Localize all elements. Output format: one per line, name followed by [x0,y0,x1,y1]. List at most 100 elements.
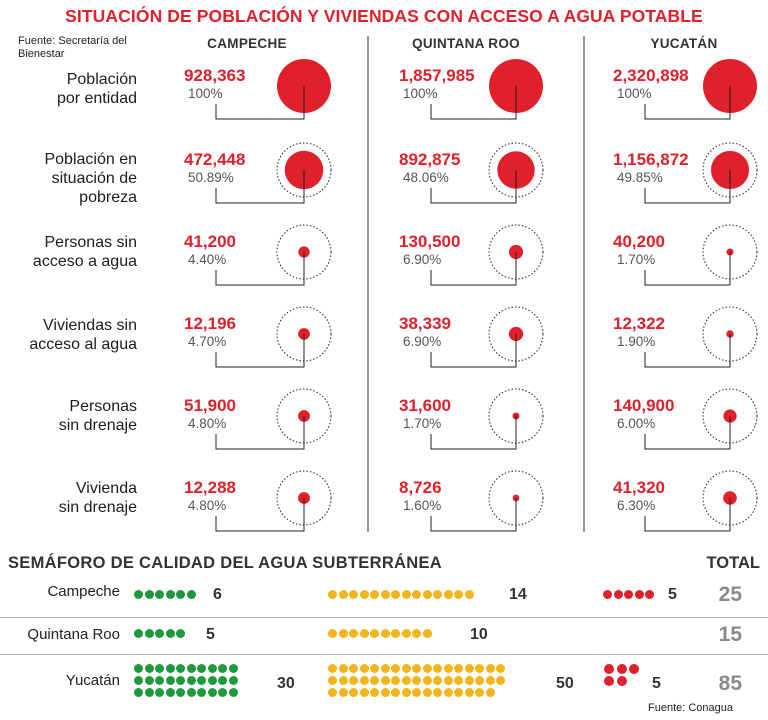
semaforo-dot-green [176,688,185,697]
percent-yucatan: 100% [617,86,652,101]
semaforo-dot-green [218,664,227,673]
semaforo-dot-yellow [380,676,390,685]
semaforo-dot-yellow [380,590,390,599]
semaforo-dot-yellow [422,676,432,685]
value-campeche: 472,448 [184,150,246,169]
bubble-graphic [215,59,758,532]
semaforo-dot-green [134,664,143,673]
semaforo-dot-yellow [391,688,400,697]
column-divider [583,36,585,532]
semaforo-dot-yellow [475,688,484,697]
semaforo-count-green: 30 [277,675,295,692]
semaforo-dot-green [186,590,196,599]
semaforo-dot-yellow [422,664,432,673]
percent-quintana-roo: 48.06% [403,170,449,185]
semaforo-count-green: 6 [213,586,222,603]
semaforo-dot-yellow [475,676,484,685]
percent-quintana-roo: 100% [403,86,438,101]
semaforo-dot-green [165,664,175,673]
percent-campeche: 4.40% [188,252,227,267]
row-label: Personas sin drenaje [58,398,137,434]
semaforo-dot-yellow [443,590,453,599]
semaforo-dot-yellow [328,629,337,638]
column-header-yucatan: YUCATÁN [650,36,718,51]
row-label: Población en situación de pobreza [44,151,137,206]
semaforo-total: 15 [718,623,742,646]
semaforo-dot-green [134,629,143,638]
semaforo-dot-yellow [391,664,400,673]
row-divider [0,617,768,618]
semaforo-dot-green [176,676,185,685]
semaforo-dot-yellow [338,676,348,685]
semaforo-dot-green [144,688,154,697]
semaforo-dot-yellow [412,664,421,673]
semaforo-dot-yellow [349,590,358,599]
semaforo-count-yellow: 50 [556,675,574,692]
semaforo-dot-yellow [401,629,411,638]
semaforo-dot-yellow [338,629,348,638]
semaforo-dot-green [155,688,164,697]
semaforo-dot-green [228,676,238,685]
percent-quintana-roo: 1.70% [403,416,442,431]
semaforo-dot-red [629,664,639,674]
semaforo-dot-yellow [496,664,505,673]
value-yucatan: 140,900 [613,396,675,415]
leader-line [430,498,517,532]
row-label: Personas sin acceso a agua [32,234,137,270]
value-yucatan: 2,320,898 [613,66,689,85]
semaforo-dot-yellow [328,664,337,673]
semaforo-state-campeche: Campeche [47,583,120,600]
semaforo-dot-yellow [380,664,390,673]
semaforo-dot-green [155,629,164,638]
semaforo-dot-green [186,676,196,685]
semaforo-dot-yellow [443,664,453,673]
semaforo-dot-yellow [370,688,379,697]
percent-yucatan: 1.90% [617,334,656,349]
semaforo-dot-yellow [328,676,337,685]
semaforo-dot-red [616,664,627,674]
semaforo-dot-yellow [338,590,348,599]
semaforo-dot-green [134,688,143,697]
semaforo-dot-green [144,664,154,673]
semaforo-dot-green [197,664,206,673]
semaforo-dot-yellow [401,688,411,697]
leader-line [644,498,731,532]
semaforo-dot-yellow [391,590,400,599]
semaforo-dot-yellow [454,688,463,697]
semaforo-dot-yellow [349,629,358,638]
semaforo-dot-yellow [464,590,474,599]
semaforo-dot-yellow [422,688,432,697]
semaforo-dot-yellow [496,676,505,685]
semaforo-dot-red [616,676,627,686]
semaforo-dot-yellow [359,629,369,638]
row-label: Población por entidad [56,71,137,107]
semaforo-dot-green [165,629,175,638]
semaforo-dot-green [176,590,185,599]
value-quintana-roo: 8,726 [399,478,442,497]
semaforo-dot-red [624,590,633,599]
semaforo-dot-yellow [359,664,369,673]
leader-line [644,416,731,450]
semaforo-dot-yellow [401,664,411,673]
leader-line [430,416,517,450]
semaforo-state-yucatan: Yucatán [65,672,120,689]
percent-campeche: 50.89% [188,170,234,185]
semaforo-dot-green [218,688,227,697]
leader-line [644,170,731,204]
semaforo-dot-green [176,664,185,673]
semaforo-total: 85 [718,672,742,695]
percent-campeche: 4.70% [188,334,227,349]
page-title: SITUACIÓN DE POBLACIÓN Y VIVIENDAS CON A… [65,6,703,26]
semaforo-state-quintana-roo: Quintana Roo [27,626,120,643]
semaforo-dot-yellow [475,664,484,673]
leader-line [430,170,517,204]
semaforo-dot-green [197,688,206,697]
semaforo-dot-green [197,676,206,685]
value-campeche: 12,288 [184,478,236,497]
semaforo-dot-yellow [433,688,442,697]
leader-line [215,170,305,204]
semaforo-dot-yellow [485,676,495,685]
semaforo-dot-yellow [349,664,358,673]
leader-line [215,498,305,532]
leader-line [644,252,731,286]
